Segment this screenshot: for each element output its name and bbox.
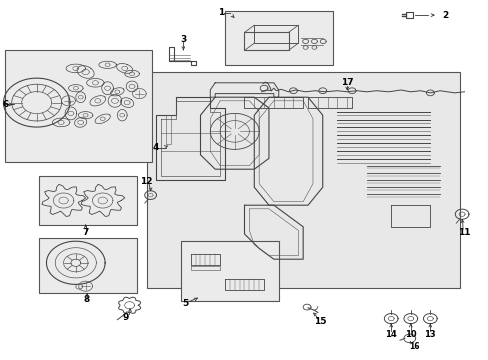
Bar xyxy=(39,238,137,293)
Text: 6: 6 xyxy=(2,100,9,109)
Text: 16: 16 xyxy=(408,342,419,351)
Text: 14: 14 xyxy=(385,330,396,338)
Text: 10: 10 xyxy=(404,330,416,338)
Bar xyxy=(224,11,332,65)
Text: 17: 17 xyxy=(340,78,353,87)
Text: 1: 1 xyxy=(218,8,224,17)
Text: 13: 13 xyxy=(424,330,435,338)
Bar xyxy=(181,241,278,301)
Text: 7: 7 xyxy=(82,228,89,237)
Text: 4: 4 xyxy=(152,143,159,152)
Text: 11: 11 xyxy=(457,228,470,237)
Text: 9: 9 xyxy=(122,313,129,322)
Bar xyxy=(39,176,137,225)
Bar xyxy=(146,72,459,288)
Text: 15: 15 xyxy=(313,317,326,325)
Text: 12: 12 xyxy=(140,177,153,186)
Text: 2: 2 xyxy=(441,10,447,19)
Text: 3: 3 xyxy=(180,35,186,44)
Bar xyxy=(5,50,151,162)
Text: 5: 5 xyxy=(183,299,188,307)
Text: 8: 8 xyxy=(84,295,90,304)
